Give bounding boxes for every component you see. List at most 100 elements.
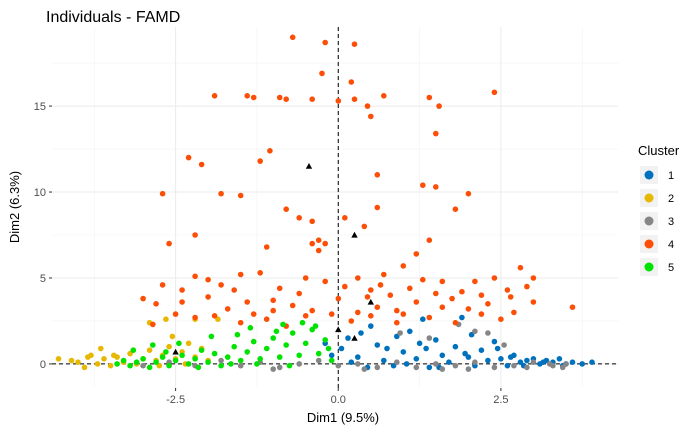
data-point-cluster-4 <box>276 285 283 292</box>
data-point-cluster-3 <box>394 359 400 366</box>
legend-title: Cluster <box>638 143 680 158</box>
data-point-cluster-2 <box>55 356 62 362</box>
data-point-cluster-4 <box>166 240 172 247</box>
data-point-cluster-1 <box>426 364 433 371</box>
data-point-cluster-5 <box>192 356 198 362</box>
data-point-cluster-2 <box>81 364 88 371</box>
data-point-cluster-5 <box>218 362 224 369</box>
data-point-cluster-1 <box>517 359 524 366</box>
data-point-cluster-4 <box>517 264 524 271</box>
data-point-cluster-4 <box>374 204 381 211</box>
data-point-cluster-5 <box>176 340 182 347</box>
data-point-cluster-5 <box>270 335 277 341</box>
data-point-cluster-3 <box>511 362 517 369</box>
data-point-cluster-1 <box>381 357 387 364</box>
data-point-cluster-4 <box>283 206 290 212</box>
data-point-cluster-4 <box>364 294 371 300</box>
data-point-cluster-4 <box>377 282 384 288</box>
data-point-cluster-5 <box>130 347 137 354</box>
legend-label: 1 <box>668 170 674 182</box>
data-point-cluster-4 <box>289 34 296 41</box>
data-point-cluster-4 <box>459 288 465 295</box>
data-point-cluster-4 <box>328 311 335 317</box>
data-point-cluster-1 <box>368 323 374 329</box>
data-point-cluster-1 <box>465 354 472 360</box>
data-point-cluster-1 <box>400 349 407 355</box>
data-point-cluster-4 <box>491 275 498 281</box>
y-tick-label: 0 <box>40 359 46 371</box>
data-point-cluster-4 <box>355 275 361 281</box>
data-point-cluster-5 <box>166 362 172 369</box>
legend-label: 3 <box>668 216 674 228</box>
x-tick-label: -2.5 <box>166 394 185 406</box>
data-point-cluster-4 <box>465 190 472 197</box>
data-point-cluster-4 <box>276 94 283 101</box>
data-point-cluster-1 <box>358 330 364 336</box>
data-point-cluster-1 <box>507 354 514 360</box>
data-point-cluster-4 <box>296 290 303 297</box>
data-point-cluster-1 <box>524 357 530 364</box>
data-point-cluster-1 <box>569 359 576 366</box>
data-point-cluster-4 <box>179 299 185 305</box>
data-point-cluster-1 <box>348 359 355 366</box>
y-tick-label: 15 <box>34 101 46 113</box>
data-point-cluster-3 <box>472 328 478 335</box>
data-point-cluster-5 <box>254 361 260 367</box>
y-axis-ticks: 0 5 10 15 <box>34 101 52 371</box>
data-point-cluster-5 <box>120 357 127 364</box>
data-point-cluster-5 <box>211 350 218 357</box>
data-point-cluster-4 <box>507 294 514 300</box>
data-point-cluster-4 <box>319 70 325 77</box>
data-point-cluster-5 <box>289 330 296 336</box>
data-point-cluster-4 <box>465 306 472 312</box>
data-point-cluster-2 <box>101 356 107 362</box>
x-axis-ticks: -2.5 0.0 2.5 <box>166 388 509 406</box>
data-point-cluster-4 <box>394 319 400 326</box>
cluster-center-marker <box>305 163 313 169</box>
data-point-cluster-5 <box>208 333 215 340</box>
data-point-cluster-4 <box>315 237 322 243</box>
data-point-cluster-4 <box>433 184 439 190</box>
data-point-cluster-5 <box>140 356 146 362</box>
data-point-cluster-1 <box>462 350 468 357</box>
data-point-cluster-4 <box>263 244 270 250</box>
data-point-cluster-3 <box>433 361 439 367</box>
data-point-cluster-4 <box>192 232 198 238</box>
data-point-cluster-3 <box>361 366 368 372</box>
data-point-cluster-4 <box>436 103 442 109</box>
data-point-cluster-4 <box>179 287 185 293</box>
data-point-cluster-4 <box>452 206 459 212</box>
legend-item-1: 1 <box>640 166 674 184</box>
data-point-cluster-4 <box>569 304 576 311</box>
data-point-cluster-3 <box>426 335 433 341</box>
data-point-cluster-5 <box>150 342 156 348</box>
data-point-cluster-5 <box>244 349 250 355</box>
data-point-cluster-4 <box>368 113 374 120</box>
data-point-cluster-3 <box>374 364 381 371</box>
data-point-cluster-4 <box>348 79 355 85</box>
data-point-cluster-4 <box>374 172 381 178</box>
data-point-cluster-5 <box>159 354 166 360</box>
data-point-cluster-4 <box>289 302 296 309</box>
data-point-cluster-1 <box>439 352 446 359</box>
data-point-cluster-4 <box>355 309 361 316</box>
data-point-cluster-5 <box>153 359 159 366</box>
data-point-cluster-4 <box>237 271 244 278</box>
data-point-cluster-2 <box>166 343 172 350</box>
data-point-cluster-3 <box>546 361 553 367</box>
data-point-cluster-4 <box>270 307 277 314</box>
data-point-cluster-4 <box>263 316 270 323</box>
data-point-cluster-4 <box>491 89 498 96</box>
data-point-cluster-4 <box>172 311 179 317</box>
data-point-cluster-4 <box>198 161 205 168</box>
data-point-cluster-1 <box>355 354 361 360</box>
data-point-cluster-3 <box>218 357 224 364</box>
data-point-cluster-4 <box>449 295 455 302</box>
data-points <box>55 34 595 372</box>
legend-item-3: 3 <box>640 212 674 230</box>
data-point-cluster-4 <box>159 190 166 197</box>
data-point-cluster-4 <box>426 237 433 243</box>
data-point-cluster-4 <box>381 93 387 99</box>
data-point-cluster-5 <box>163 349 169 355</box>
